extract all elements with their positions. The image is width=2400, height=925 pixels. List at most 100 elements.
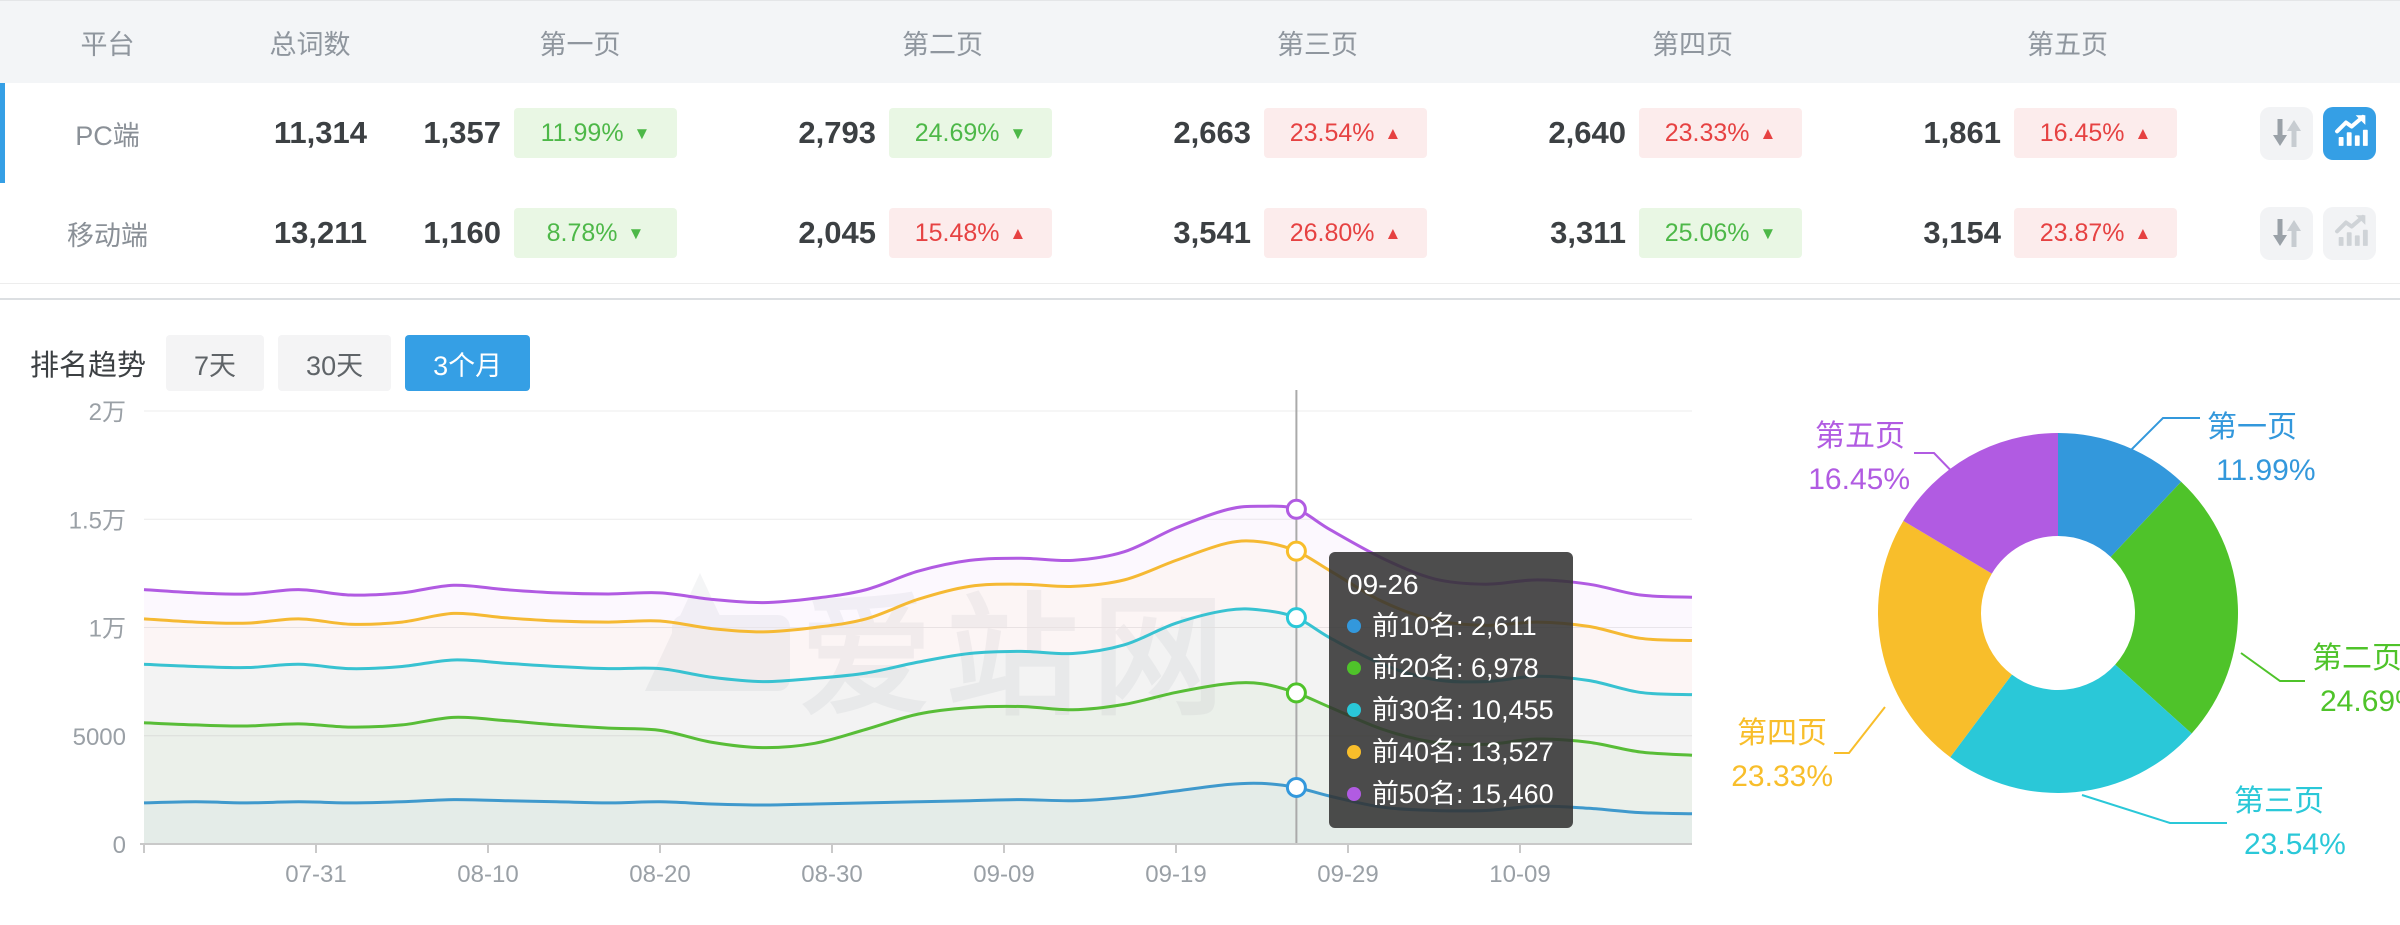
selected-row-accent: [0, 83, 5, 183]
page3-count: 3,541: [1173, 215, 1251, 250]
label-leader-第四页: [1834, 706, 1886, 754]
donut-slice-第一页[interactable]: [2058, 433, 2182, 557]
page4-change-badge: 25.06% ▼: [1639, 208, 1802, 258]
crosshair-marker-前50名: [1285, 498, 1307, 520]
page1-change-badge: 11.99% ▼: [514, 108, 677, 158]
donut-slice-第五页[interactable]: [1903, 433, 2058, 574]
chart-tooltip: 09-26 前10名: 2,611 前20名: 6,978 前30名: 10,4…: [1329, 552, 1573, 828]
donut-slice-第三页[interactable]: [1950, 664, 2192, 793]
crosshair-marker-前30名: [1285, 607, 1307, 629]
page3-change-badge: 23.54% ▲: [1264, 108, 1427, 158]
trend-section-title: 排名趋势: [30, 350, 147, 382]
tooltip-item: 前10名: 2,611: [1347, 605, 1555, 647]
watermark: 爱站网: [645, 573, 1224, 731]
page3-cell: 3,541 26.80% ▲: [1130, 208, 1505, 258]
page5-count: 3,154: [1923, 215, 2001, 250]
tab-3months[interactable]: 3个月: [405, 335, 531, 391]
page4-cell: 3,311 25.06% ▼: [1505, 208, 1880, 258]
tooltip-item: 前40名: 13,527: [1347, 731, 1555, 773]
series-dot-top10: [1347, 619, 1361, 633]
total-words-value: 11,314: [273, 115, 367, 150]
page2-count: 2,045: [798, 215, 876, 250]
page3-count: 2,663: [1173, 115, 1251, 150]
y-axis-label: 0: [113, 832, 126, 859]
donut-label-第四页: 第四页: [1737, 717, 1827, 750]
donut-label-第二页: 第二页: [2312, 642, 2400, 675]
row-actions: [2255, 206, 2400, 260]
y-axis-label: 2万: [89, 399, 126, 426]
trend-chart-icon: [2334, 214, 2368, 246]
page5-count: 1,861: [1923, 115, 2001, 150]
x-axis-label: 09-29: [1317, 861, 1378, 888]
page2-cell: 2,793 24.69% ▼: [755, 108, 1130, 158]
tab-30days[interactable]: 30天: [278, 335, 392, 391]
series-dot-top40: [1347, 745, 1361, 759]
table-row-pc[interactable]: PC端 11,314 1,357 11.99% ▼ 2,793 24.69% ▼ 2…: [0, 83, 2400, 184]
trend-chart-button[interactable]: [2323, 106, 2376, 160]
rank-trend-line-chart[interactable]: 爱站网 0 5000 1万 1.5万 2万 07-31 08-10 08-20 08-30 09-0…: [0, 381, 1750, 925]
sort-arrows-icon: [2272, 219, 2301, 247]
total-words-value: 13,211: [273, 215, 367, 250]
page2-cell: 2,045 15.48% ▲: [755, 208, 1130, 258]
donut-slice-第四页[interactable]: [1878, 520, 2012, 758]
page1-change-badge: 8.78% ▼: [514, 208, 677, 258]
page5-cell: 3,154 23.87% ▲: [1880, 208, 2255, 258]
col-header-page5: 第五页: [2027, 29, 2108, 60]
col-header-page3: 第三页: [1277, 29, 1358, 60]
label-leader-第一页: [2124, 417, 2200, 457]
page1-cell: 1,160 8.78% ▼: [405, 208, 755, 258]
x-axis-label: 09-19: [1145, 861, 1206, 888]
page3-change-badge: 26.80% ▲: [1264, 208, 1427, 258]
donut-pct-第五页: 16.45%: [1808, 463, 1910, 496]
x-axis-label: 09-09: [973, 861, 1034, 888]
page5-change-badge: 16.45% ▲: [2014, 108, 2177, 158]
page2-change-badge: 24.69% ▼: [889, 108, 1052, 158]
series-area-前50名: [144, 506, 1692, 844]
x-axis-label: 10-09: [1489, 861, 1550, 888]
page1-count: 1,160: [423, 215, 501, 250]
tooltip-date: 09-26: [1347, 569, 1419, 600]
donut-slice-第二页[interactable]: [2110, 481, 2238, 734]
trend-chart-button[interactable]: [2323, 206, 2376, 260]
section-divider: [0, 298, 2400, 300]
label-leader-第二页: [2240, 652, 2305, 682]
sort-button[interactable]: [2260, 106, 2313, 160]
page2-change-badge: 15.48% ▲: [889, 208, 1052, 258]
x-axis-label: 07-31: [285, 861, 346, 888]
col-header-platform: 平台: [80, 29, 135, 60]
series-area-前10名: [144, 783, 1692, 844]
tab-7days[interactable]: 7天: [166, 335, 265, 391]
crosshair-marker-前10名: [1285, 776, 1307, 798]
donut-label-第五页: 第五页: [1815, 420, 1905, 453]
series-dot-top50: [1347, 787, 1361, 801]
page4-cell: 2,640 23.33% ▲: [1505, 108, 1880, 158]
x-axis-label: 08-10: [457, 861, 518, 888]
y-axis-label: 1万: [89, 616, 126, 643]
col-header-page4: 第四页: [1652, 29, 1733, 60]
trend-chart-icon: [2334, 114, 2368, 146]
row-actions: [2255, 106, 2400, 160]
sort-button[interactable]: [2260, 206, 2313, 260]
label-leader-第五页: [1914, 452, 1964, 484]
col-header-page2: 第二页: [902, 29, 983, 60]
x-axis-label: 08-30: [801, 861, 862, 888]
col-header-page1: 第一页: [539, 29, 621, 60]
page2-count: 2,793: [798, 115, 876, 150]
sort-arrows-icon: [2272, 119, 2301, 147]
donut-pct-第三页: 23.54%: [2244, 828, 2346, 861]
platform-label: 移动端: [67, 220, 148, 251]
series-dot-top30: [1347, 703, 1361, 717]
page4-change-badge: 23.33% ▲: [1639, 108, 1802, 158]
page-distribution-donut-chart[interactable]: 第一页 11.99% 第二页 24.69% 第三页 23.54% 第四页 23.33% 第五页 1…: [1700, 381, 2400, 925]
tooltip-item: 前30名: 10,455: [1347, 689, 1555, 731]
crosshair-marker-前40名: [1285, 540, 1307, 562]
page4-count: 2,640: [1548, 115, 1626, 150]
page3-cell: 2,663 23.54% ▲: [1130, 108, 1505, 158]
trend-tabbar: 排名趋势 7天 30天 3个月: [30, 335, 531, 391]
x-axis-label: 08-20: [629, 861, 690, 888]
table-row-mobile[interactable]: 移动端 13,211 1,160 8.78% ▼ 2,045 15.48% ▲ 3,…: [0, 183, 2400, 284]
donut-label-第三页: 第三页: [2234, 785, 2324, 818]
tooltip-item: 前50名: 15,460: [1347, 773, 1555, 815]
donut-pct-第一页: 11.99%: [2216, 454, 2316, 487]
